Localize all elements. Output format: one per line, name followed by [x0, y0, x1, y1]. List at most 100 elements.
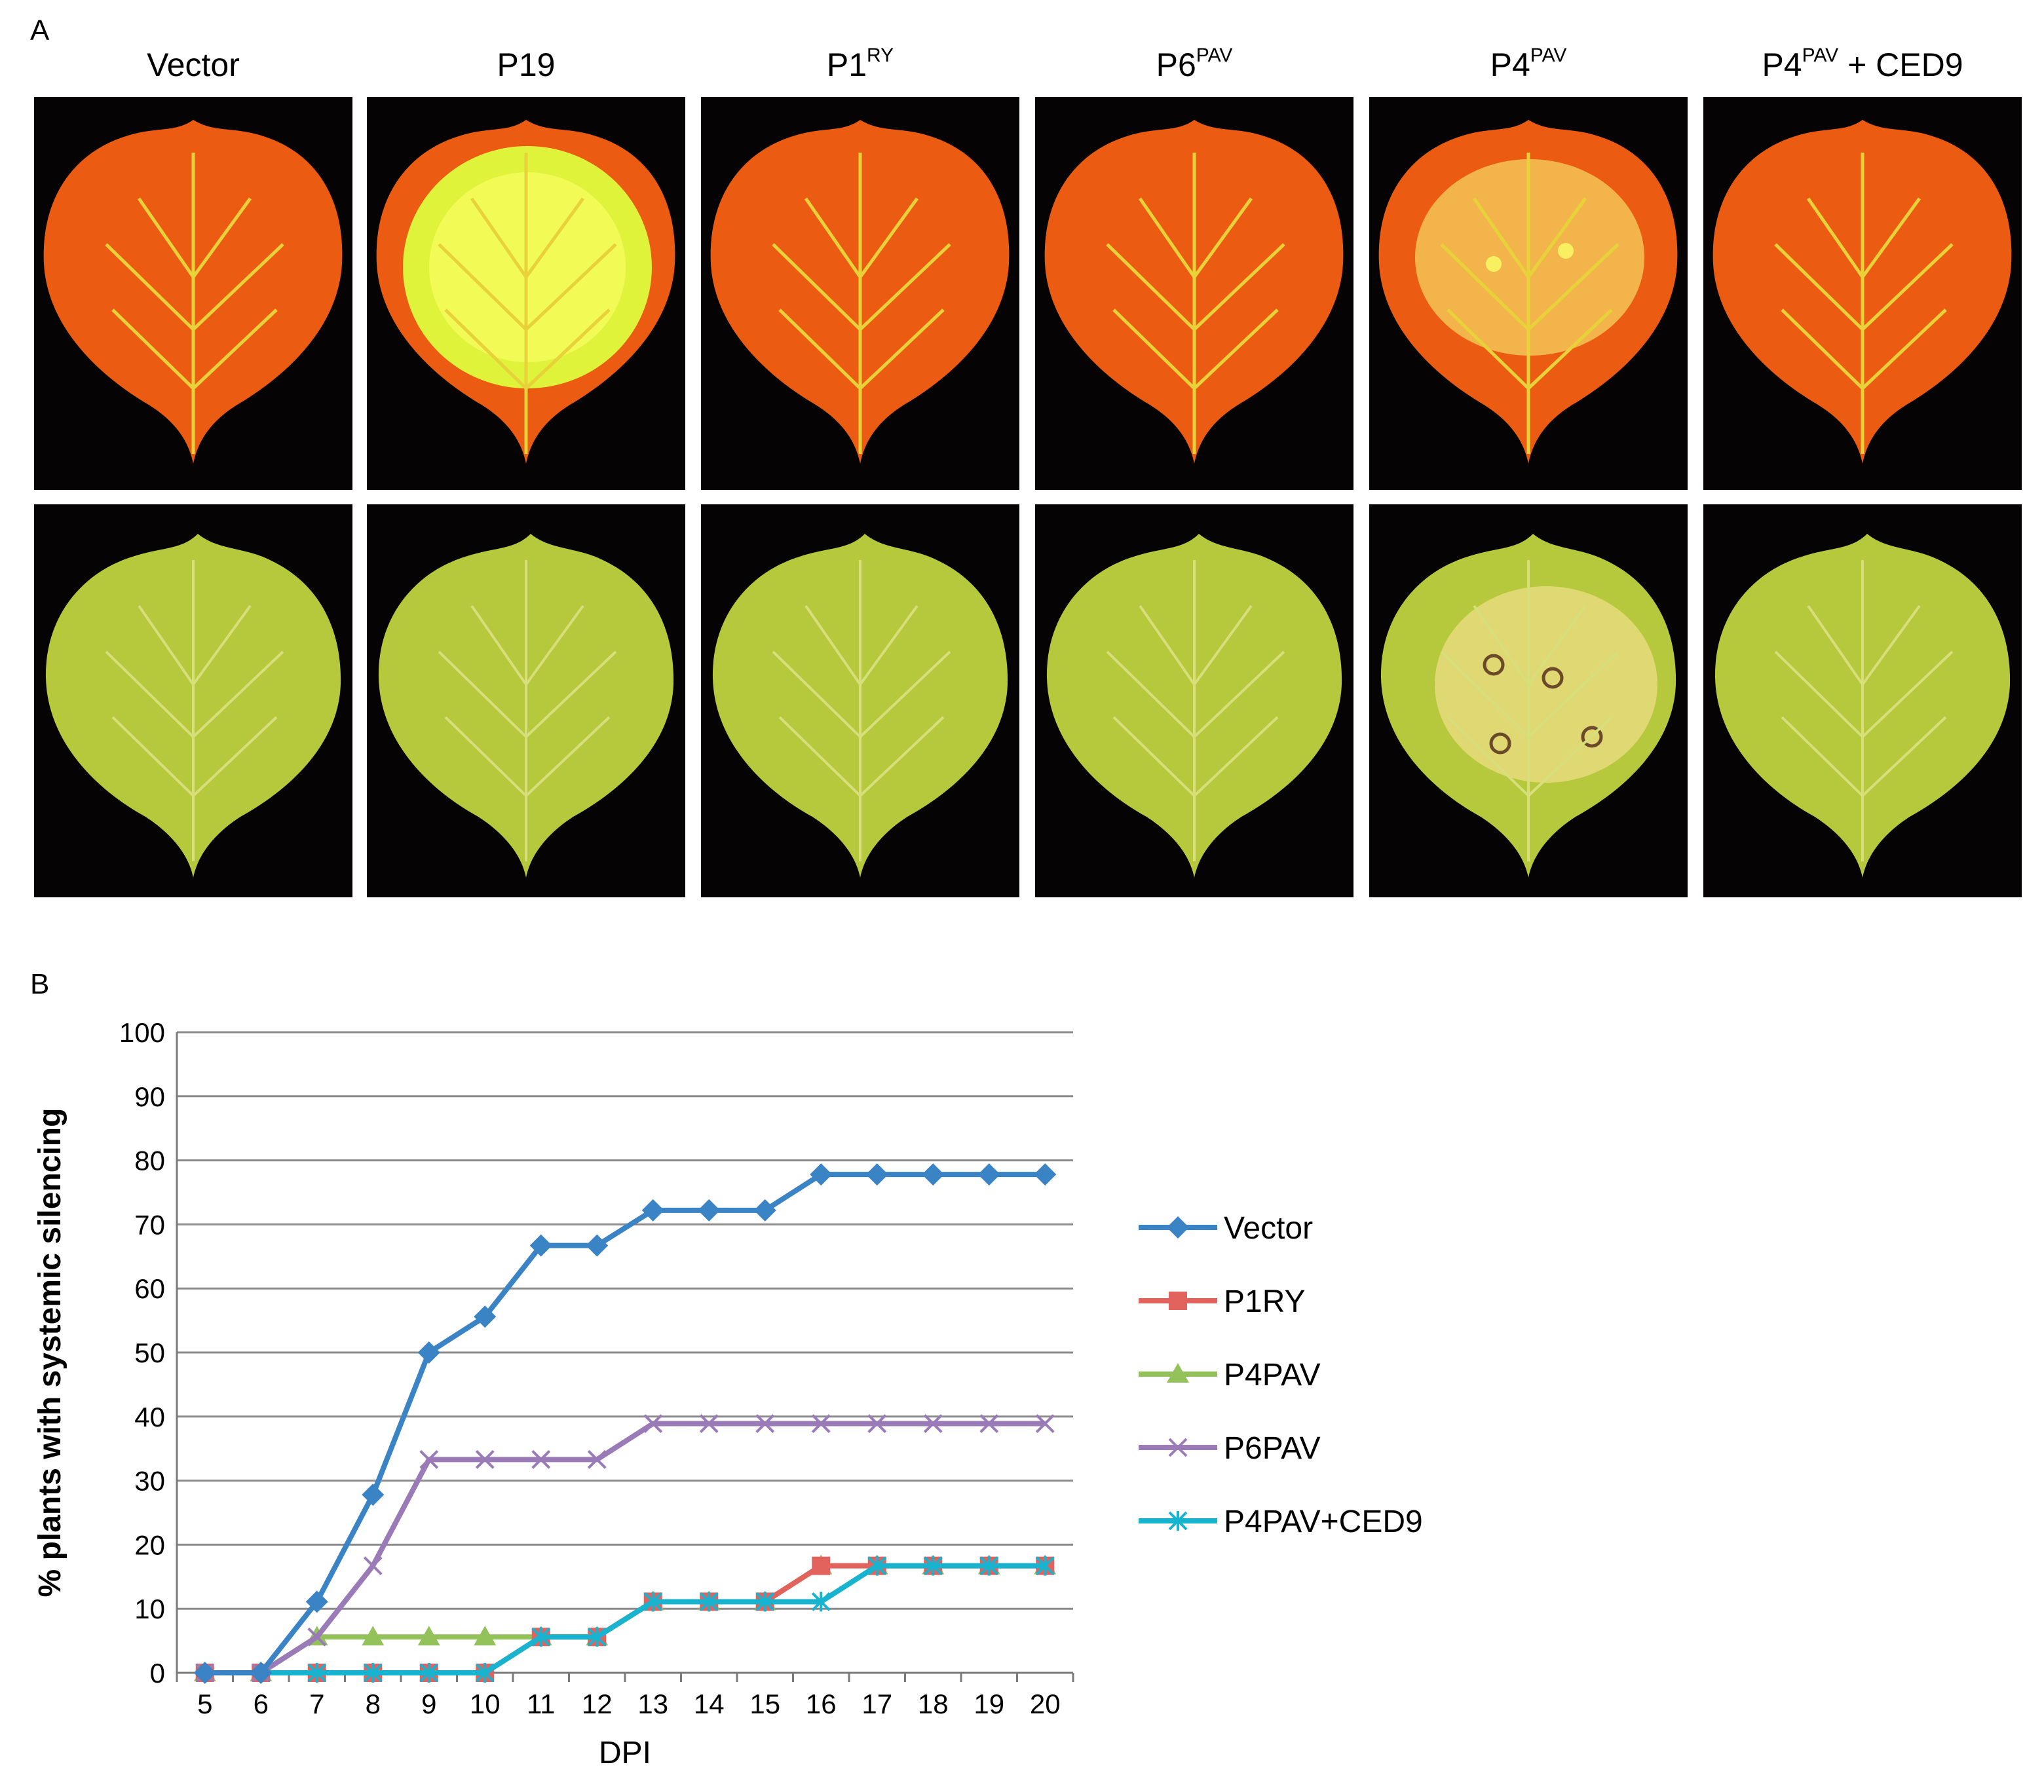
legend-item: P6PAV	[1139, 1431, 1321, 1466]
x-tick-label: 16	[806, 1689, 837, 1719]
legend-marker	[1168, 1511, 1188, 1531]
column-title-4: P6PAV	[1035, 45, 1353, 84]
leaf-photo-systemic-3	[701, 504, 1019, 897]
y-tick-label: 60	[134, 1273, 165, 1304]
data-point	[587, 1627, 607, 1647]
legend-item: Vector	[1139, 1211, 1313, 1246]
data-point	[979, 1556, 999, 1576]
data-point	[417, 1341, 440, 1364]
data-point	[923, 1414, 943, 1433]
x-tick-label: 6	[254, 1689, 269, 1719]
column-title-suffix: + CED9	[1838, 47, 1963, 83]
panel-b-letter: B	[30, 968, 50, 1000]
data-point	[529, 1234, 552, 1257]
data-point	[699, 1414, 719, 1433]
line-chart: 0 10 20 30 40 50 60 70 80 90 100 5 6 7 8 9 10 11 12 13 14 15 1…	[33, 1017, 1423, 1770]
data-point	[867, 1556, 887, 1576]
y-tick-label: 50	[134, 1337, 165, 1368]
data-point	[363, 1663, 383, 1683]
legend-item: P4PAV+CED9	[1139, 1504, 1423, 1539]
x-tick-label: 7	[309, 1689, 324, 1719]
data-point	[586, 1234, 609, 1257]
data-point	[641, 1199, 664, 1222]
series-line	[204, 1421, 1046, 1675]
data-point	[531, 1449, 551, 1469]
y-tick-label: 80	[134, 1146, 165, 1176]
leaf-photo-inoculated-3	[701, 97, 1019, 490]
data-point	[475, 1449, 495, 1469]
data-point	[698, 1199, 721, 1222]
data-point	[419, 1449, 439, 1469]
data-point	[307, 1627, 327, 1647]
data-point	[531, 1627, 551, 1647]
x-tick-label: 19	[974, 1689, 1004, 1719]
data-point	[475, 1663, 495, 1683]
y-tick-label: 30	[134, 1466, 165, 1497]
data-point	[1034, 1163, 1057, 1186]
leaf-photo-inoculated-6	[1703, 97, 2022, 490]
data-point	[307, 1663, 327, 1683]
column-title-1: Vector	[34, 46, 352, 84]
data-point	[812, 1556, 831, 1575]
legend-marker	[1167, 1216, 1189, 1239]
data-point	[643, 1414, 663, 1433]
leaf-photo-systemic-4	[1035, 504, 1353, 897]
x-tick-label: 18	[918, 1689, 949, 1719]
y-tick-label: 10	[134, 1594, 165, 1624]
legend-marker	[1168, 1438, 1188, 1457]
data-point	[305, 1590, 328, 1613]
legend-label: Vector	[1224, 1211, 1313, 1246]
x-tick-label: 13	[637, 1689, 668, 1719]
series-line	[204, 1563, 1046, 1675]
y-axis-title: % plants with systemic silencing	[33, 1108, 67, 1597]
x-tick-label: 12	[582, 1689, 613, 1719]
legend-marker	[1169, 1292, 1187, 1310]
x-tick-label: 11	[527, 1689, 556, 1719]
data-point	[474, 1626, 497, 1646]
leaf-photo-inoculated-1	[34, 97, 352, 490]
column-title-2: P19	[367, 46, 685, 84]
panel-a-letter: A	[30, 14, 50, 47]
data-point	[363, 1556, 383, 1576]
leaf-photo-inoculated-5	[1369, 97, 1688, 490]
legend-item: P4PAV	[1139, 1358, 1321, 1392]
column-title-5: P4PAV	[1369, 45, 1688, 84]
legend-label: P4PAV	[1224, 1358, 1321, 1392]
data-point	[923, 1556, 943, 1576]
y-tick-label: 70	[134, 1209, 165, 1240]
leaf-photo-systemic-6	[1703, 504, 2022, 897]
data-point	[755, 1592, 775, 1612]
column-title-6: P4PAV + CED9	[1703, 45, 2022, 84]
y-tick-label: 0	[150, 1658, 165, 1689]
data-point	[362, 1626, 385, 1646]
column-title-superscript: RY	[867, 45, 894, 66]
data-point	[417, 1626, 440, 1646]
data-point	[922, 1163, 945, 1186]
column-title-base: P19	[497, 47, 556, 83]
column-title-base: P6	[1156, 47, 1196, 83]
x-tick-label: 14	[694, 1689, 725, 1719]
data-point	[755, 1414, 775, 1433]
data-point	[811, 1414, 831, 1433]
legend-item: P1RY	[1139, 1284, 1306, 1319]
data-point	[979, 1414, 999, 1433]
leaf-photo-inoculated-4	[1035, 97, 1353, 490]
data-point	[362, 1484, 385, 1506]
leaf-photo-systemic-5	[1369, 504, 1688, 897]
leaf-photo-inoculated-2	[367, 97, 685, 490]
column-title-3: P1RY	[701, 45, 1019, 84]
leaf-photo-systemic-1	[34, 504, 352, 897]
data-point	[810, 1163, 833, 1186]
x-tick-label: 5	[197, 1689, 212, 1719]
data-point	[1035, 1414, 1055, 1433]
column-title-base: P1	[826, 47, 867, 83]
legend-label: P4PAV+CED9	[1224, 1504, 1423, 1539]
series-p6pav	[195, 1414, 1055, 1683]
column-title-superscript: PAV	[1196, 45, 1233, 66]
y-tick-label: 20	[134, 1529, 165, 1560]
column-title-base: P4	[1490, 47, 1530, 83]
x-tick-label: 9	[421, 1689, 436, 1719]
data-point	[250, 1662, 273, 1684]
legend-label: P1RY	[1224, 1284, 1306, 1319]
data-point	[474, 1305, 497, 1328]
